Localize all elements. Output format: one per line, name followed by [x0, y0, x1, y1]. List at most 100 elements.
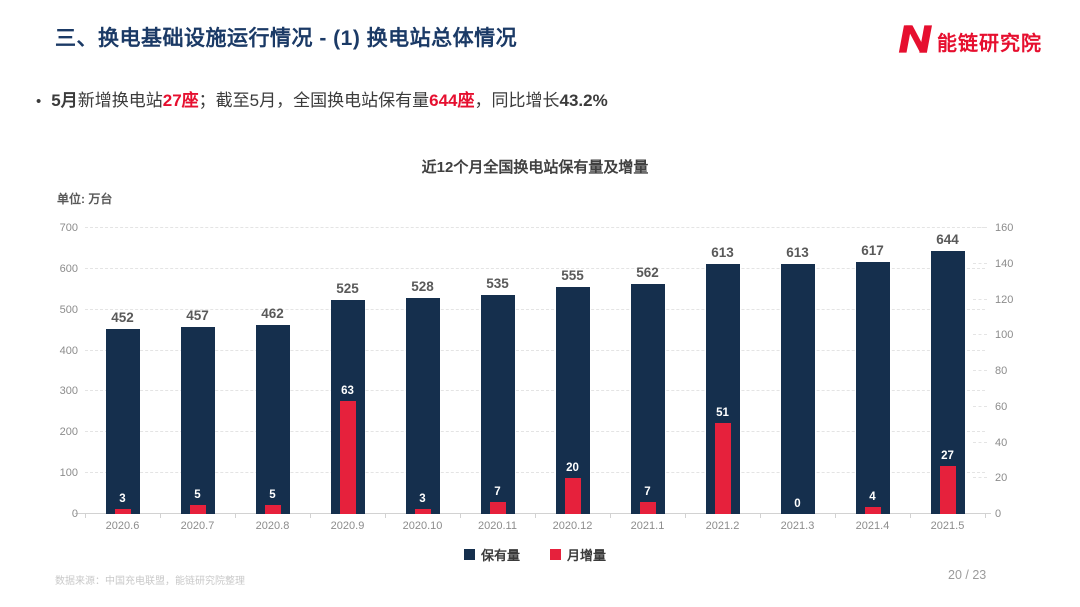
gridline [85, 431, 985, 433]
bar-value-label: 613 [711, 244, 734, 260]
bar-monthly [564, 478, 581, 514]
source-note: 数据来源：中国充电联盟，能链研究院整理 [55, 576, 245, 587]
x-axis-label: 2020.6 [105, 520, 140, 532]
bar-monthly-value-label: 5 [194, 489, 201, 502]
bar-value-label: 617 [861, 242, 884, 258]
bullet-icon: • [36, 93, 42, 110]
left-axis-label: 400 [59, 344, 78, 357]
legend-label-stock: 保有量 [480, 548, 520, 563]
chart-plot-area: 452 3 457 5 462 5 525 63 528 3 535 7 555 20 562 7 613 51 6… [75, 227, 991, 518]
bar-stock [405, 298, 440, 514]
x-axis-line [75, 513, 991, 514]
x-axis-label: 2021.5 [930, 520, 965, 532]
chart-legend: 保有量 月增量 [85, 545, 985, 564]
key-point: • 5月新增换电站27座；截至5月，全国换电站保有量644座，同比增长43.2% [36, 86, 608, 111]
bar-monthly-value-label: 4 [869, 490, 876, 503]
bar-monthly [264, 505, 281, 514]
bar-value-label: 644 [936, 231, 959, 247]
x-axis-label: 2021.1 [630, 520, 665, 532]
bar-value-label: 462 [261, 306, 284, 322]
bar-value-label: 613 [786, 244, 809, 260]
right-axis-label: 140 [995, 257, 1014, 270]
x-axis-label: 2021.4 [855, 520, 890, 532]
chart-title: 近12个月全国换电站保有量及增量 [421, 159, 649, 176]
bar-monthly-value-label: 20 [566, 462, 579, 475]
unit-label: 单位: 万台 [57, 192, 113, 206]
bar-value-label: 528 [411, 279, 434, 295]
key-point-text: 5月新增换电站27座；截至5月，全国换电站保有量644座，同比增长43.2% [51, 86, 607, 111]
bar-monthly-value-label: 7 [494, 485, 501, 498]
left-axis-label: 200 [59, 426, 78, 439]
left-axis-label: 700 [59, 222, 78, 234]
x-axis-label: 2020.8 [255, 520, 290, 532]
right-axis-label: 60 [995, 400, 1008, 413]
bar-stock [855, 261, 890, 514]
bar-monthly [339, 401, 356, 514]
bar-value-label: 555 [561, 268, 584, 284]
right-axis-tick [973, 477, 987, 479]
left-axis-label: 100 [59, 467, 78, 480]
x-axis-label: 2020.9 [330, 520, 365, 532]
x-axis-label: 2020.10 [402, 520, 443, 532]
bar-monthly-value-label: 5 [269, 489, 276, 502]
bar-monthly [114, 508, 131, 514]
x-axis-tick [835, 514, 836, 518]
bar-stock [105, 329, 140, 514]
bar-monthly-value-label: 3 [119, 492, 126, 505]
right-axis-tick [973, 370, 987, 371]
bar-stock [480, 295, 515, 514]
bar-stock [630, 284, 665, 514]
left-axis-label: 600 [59, 262, 78, 275]
bar-monthly-value-label: 0 [794, 498, 801, 510]
x-axis-tick [85, 514, 86, 518]
bar-value-label: 525 [336, 280, 359, 296]
legend-swatch-monthly [550, 549, 561, 560]
x-axis-tick [235, 514, 236, 518]
x-axis-tick [760, 514, 761, 518]
bar-monthly [414, 508, 431, 514]
key-point-segment: 644座 [429, 91, 475, 110]
legend-item-stock: 保有量 [463, 545, 520, 564]
bar-monthly [639, 501, 656, 514]
left-axis-label: 0 [71, 508, 78, 520]
x-axis-tick [160, 514, 161, 518]
bar-monthly [864, 506, 881, 514]
bar-monthly-value-label: 51 [716, 406, 729, 419]
bar-stock [255, 325, 290, 514]
right-axis-tick [973, 227, 987, 228]
gridline [85, 472, 985, 474]
bar-stock [180, 327, 215, 514]
gridline [85, 390, 985, 392]
left-axis-label: 500 [59, 303, 78, 316]
left-axis-label: 300 [59, 385, 78, 398]
key-point-segment: ；截至5月，全国换电站保有量 [198, 91, 430, 110]
gridline [85, 267, 985, 269]
right-axis-label: 120 [995, 293, 1014, 306]
right-axis-label: 20 [995, 472, 1008, 485]
right-axis-tick [973, 441, 987, 443]
x-axis-label: 2020.11 [478, 520, 517, 532]
key-point-segment: 5月 [51, 91, 78, 110]
right-axis-tick [973, 262, 987, 264]
x-axis-tick [610, 514, 611, 518]
x-axis-label: 2021.3 [780, 520, 815, 532]
x-axis-tick [385, 514, 386, 518]
x-axis-tick [535, 514, 536, 518]
legend-item-monthly: 月增量 [550, 545, 606, 564]
x-axis-label: 2020.7 [180, 520, 215, 532]
x-axis-label: 2020.12 [552, 520, 593, 532]
bar-monthly-value-label: 63 [341, 385, 354, 398]
n-logo-icon [898, 24, 932, 59]
logo-text: 能链研究院 [937, 33, 1042, 55]
key-point-segment: 43.2% [559, 91, 608, 110]
x-axis-tick [460, 514, 461, 518]
page-number: 20 / 23 [948, 568, 987, 582]
gridline [85, 308, 985, 310]
right-axis-label: 40 [995, 436, 1008, 449]
bar-monthly [489, 501, 506, 514]
bar-monthly-value-label: 7 [644, 485, 651, 498]
bar-stock [555, 287, 590, 514]
bar-value-label: 562 [636, 265, 659, 281]
x-axis-tick [310, 514, 311, 518]
